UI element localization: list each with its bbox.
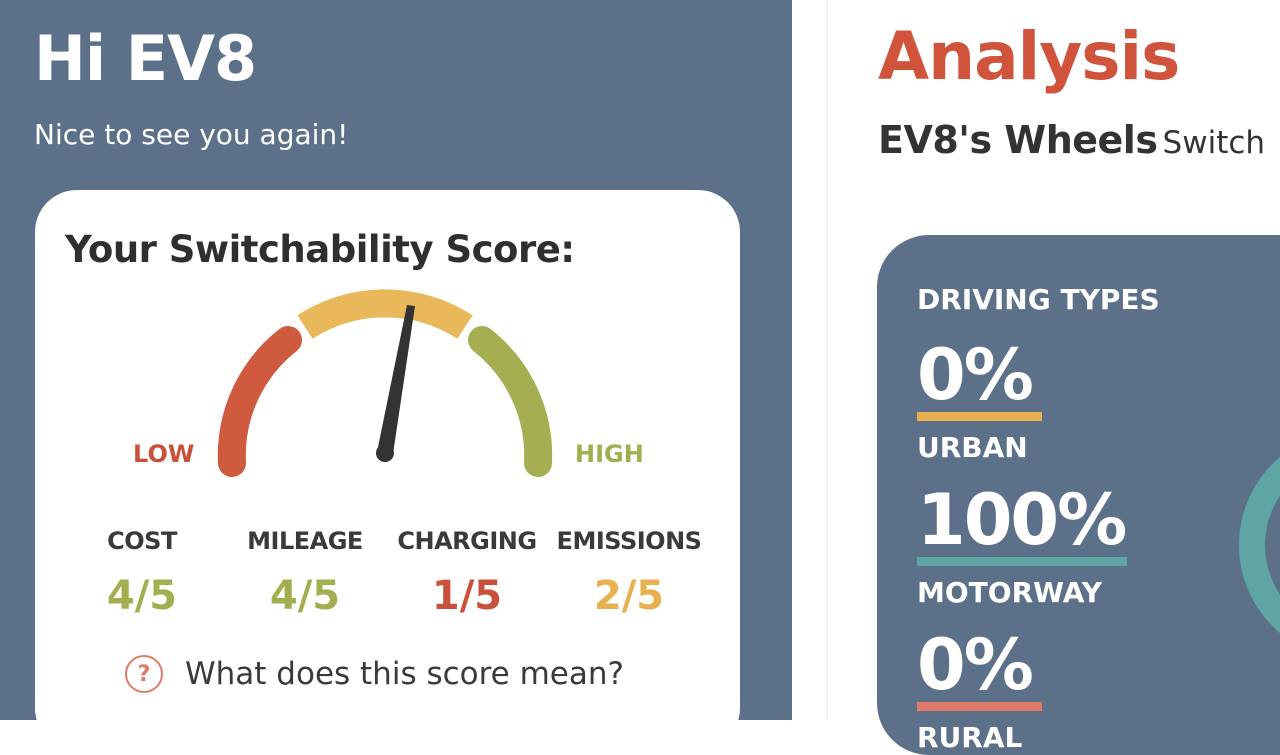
wheels-subtitle: Switch bbox=[1162, 125, 1266, 161]
score-card-title: Your Switchability Score: bbox=[65, 228, 575, 271]
gauge-needle bbox=[377, 305, 415, 454]
metric-label: CHARGING bbox=[397, 527, 537, 555]
driving-label: RURAL bbox=[917, 721, 1023, 754]
wheels-heading: EV8's Wheels Switch bbox=[878, 118, 1265, 162]
gauge-mid-segment bbox=[297, 289, 473, 339]
urban-underline bbox=[917, 412, 1042, 421]
driving-type-urban: 0% URBAN bbox=[917, 340, 1042, 464]
driving-type-motorway: 100% MOTORWAY bbox=[917, 485, 1127, 609]
metric-value: 4/5 bbox=[269, 573, 341, 619]
gauge-high-segment bbox=[468, 326, 553, 477]
driving-types-title: DRIVING TYPES bbox=[917, 283, 1160, 316]
score-help-link[interactable]: ? What does this score mean? bbox=[125, 655, 624, 693]
driving-label: MOTORWAY bbox=[917, 576, 1103, 609]
needle-hub bbox=[376, 444, 394, 462]
metric-emissions: EMISSIONS 2/5 bbox=[549, 527, 709, 619]
analysis-title: Analysis bbox=[878, 18, 1180, 95]
metric-cost: COST 4/5 bbox=[62, 527, 222, 619]
help-text[interactable]: What does this score mean? bbox=[185, 656, 624, 692]
driving-pct: 0% bbox=[917, 624, 1034, 706]
driving-label: URBAN bbox=[917, 431, 1028, 464]
metric-value: 2/5 bbox=[593, 573, 665, 619]
home-panel: Hi EV8 Nice to see you again! Your Switc… bbox=[0, 0, 792, 720]
panel-divider bbox=[826, 0, 828, 720]
metric-label: EMISSIONS bbox=[556, 527, 702, 555]
gauge-low-segment bbox=[217, 326, 302, 477]
metric-label: COST bbox=[107, 527, 177, 555]
driving-donut-chart bbox=[1239, 430, 1280, 660]
gauge-high-label: HIGH bbox=[575, 440, 644, 468]
motorway-underline bbox=[917, 557, 1127, 566]
score-gauge bbox=[217, 289, 553, 477]
question-circle-icon[interactable]: ? bbox=[125, 655, 163, 693]
metric-label: MILEAGE bbox=[247, 527, 363, 555]
metric-charging: CHARGING 1/5 bbox=[387, 527, 547, 619]
gauge-low-label: LOW bbox=[133, 440, 195, 468]
metric-value: 1/5 bbox=[431, 573, 503, 619]
driving-pct: 100% bbox=[917, 479, 1127, 561]
rural-underline bbox=[917, 702, 1042, 711]
metric-mileage: MILEAGE 4/5 bbox=[225, 527, 385, 619]
driving-type-rural: 0% RURAL bbox=[917, 630, 1042, 754]
driving-pct: 0% bbox=[917, 334, 1034, 416]
wheels-title: EV8's Wheels bbox=[878, 118, 1158, 162]
metric-value: 4/5 bbox=[106, 573, 178, 619]
driving-types-card: DRIVING TYPES 0% URBAN 100% MOTORWAY 0% … bbox=[877, 235, 1280, 755]
greeting: Hi EV8 bbox=[34, 22, 257, 95]
switchability-score-card: Your Switchability Score: LOW HIGH COST … bbox=[35, 190, 740, 720]
greeting-subtitle: Nice to see you again! bbox=[34, 118, 349, 151]
